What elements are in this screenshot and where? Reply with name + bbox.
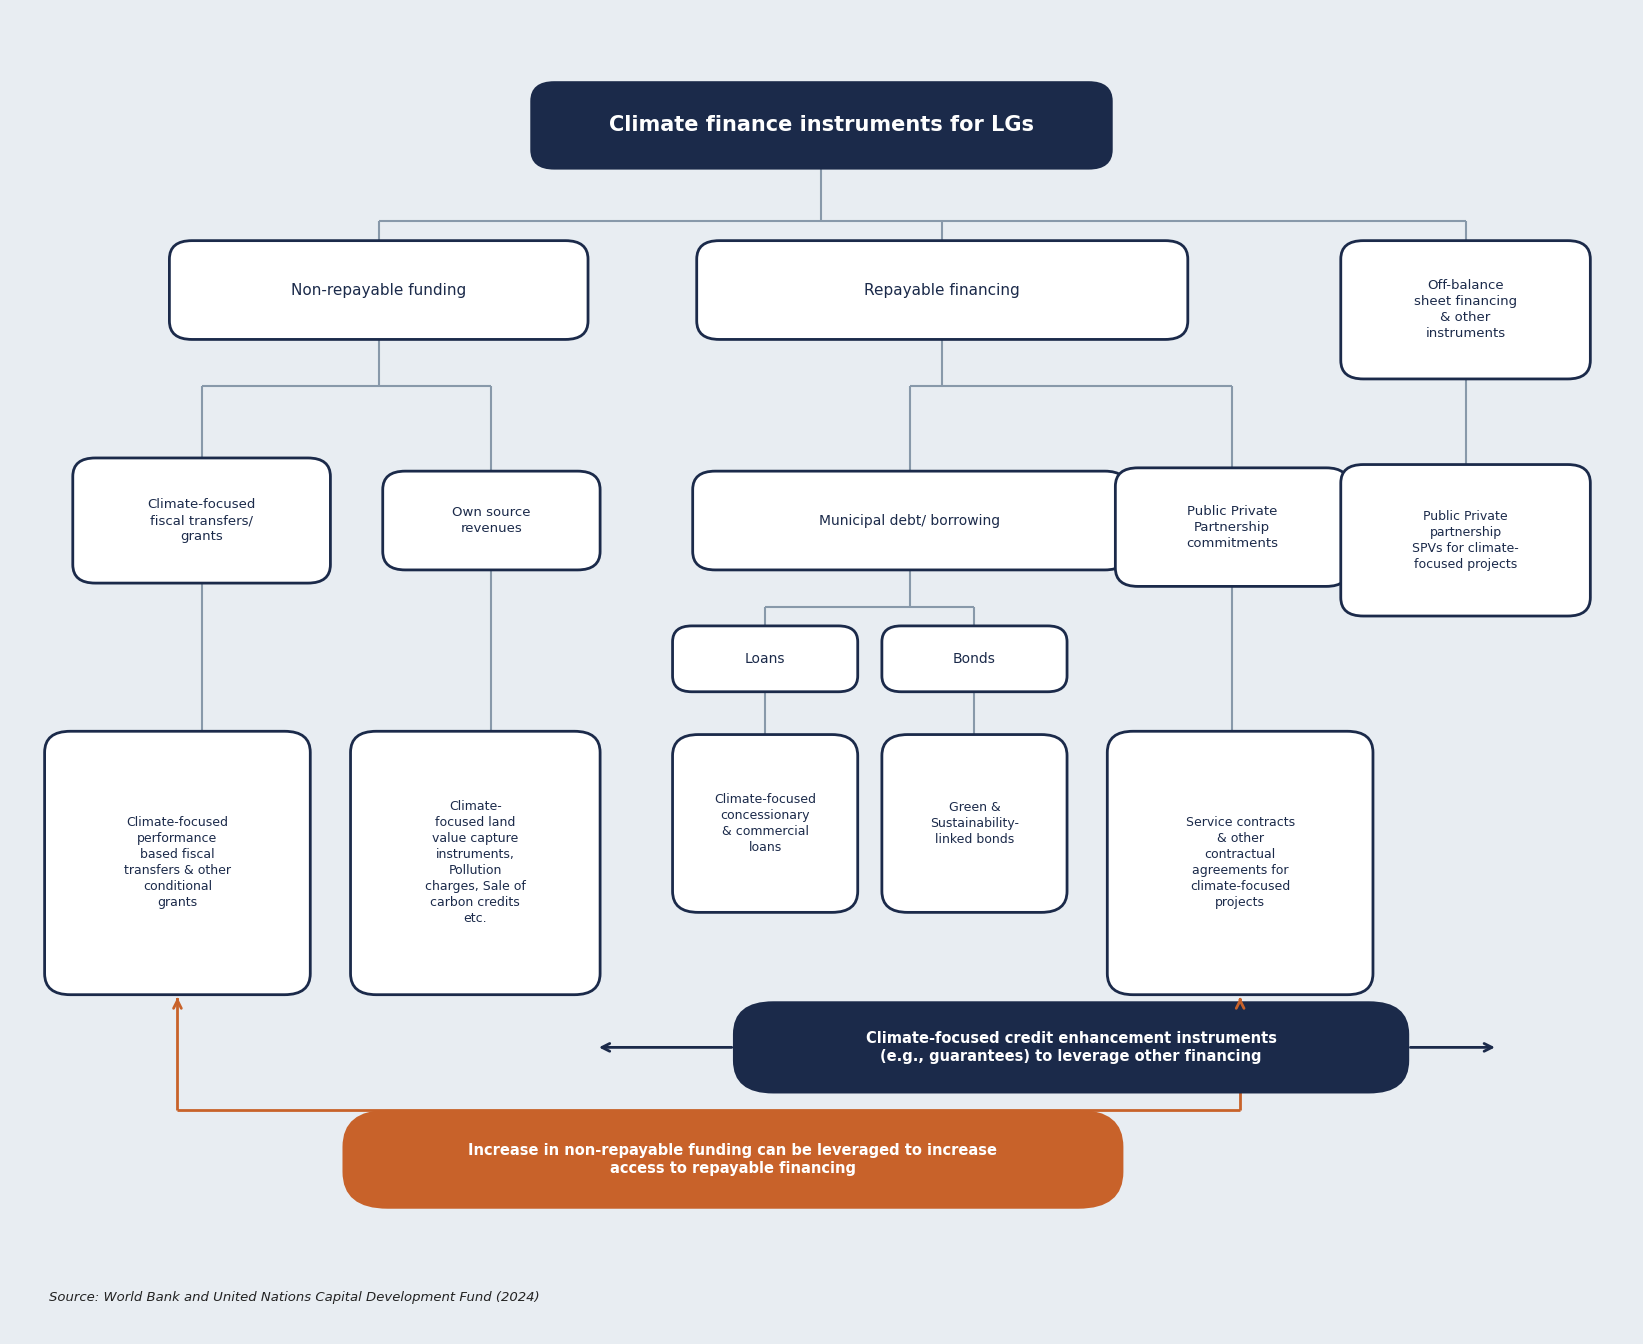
FancyBboxPatch shape bbox=[882, 735, 1066, 913]
Text: Climate-
focused land
value capture
instruments,
Pollution
charges, Sale of
carb: Climate- focused land value capture inst… bbox=[426, 801, 526, 926]
FancyBboxPatch shape bbox=[350, 731, 600, 995]
Text: Own source
revenues: Own source revenues bbox=[452, 507, 531, 535]
FancyBboxPatch shape bbox=[169, 241, 588, 340]
Text: Climate-focused
performance
based fiscal
transfers & other
conditional
grants: Climate-focused performance based fiscal… bbox=[123, 817, 232, 910]
Text: Service contracts
& other
contractual
agreements for
climate-focused
projects: Service contracts & other contractual ag… bbox=[1186, 817, 1295, 910]
FancyBboxPatch shape bbox=[693, 472, 1127, 570]
Text: Municipal debt/ borrowing: Municipal debt/ borrowing bbox=[820, 513, 1001, 528]
Text: Climate-focused
fiscal transfers/
grants: Climate-focused fiscal transfers/ grants bbox=[148, 499, 256, 543]
Text: Public Private
partnership
SPVs for climate-
focused projects: Public Private partnership SPVs for clim… bbox=[1413, 509, 1518, 571]
FancyBboxPatch shape bbox=[672, 735, 858, 913]
Text: Public Private
Partnership
commitments: Public Private Partnership commitments bbox=[1186, 504, 1278, 550]
FancyBboxPatch shape bbox=[383, 472, 600, 570]
Text: Climate finance instruments for LGs: Climate finance instruments for LGs bbox=[610, 116, 1033, 136]
FancyBboxPatch shape bbox=[1107, 731, 1374, 995]
Text: Repayable financing: Repayable financing bbox=[864, 282, 1020, 297]
Text: Non-repayable funding: Non-repayable funding bbox=[291, 282, 467, 297]
Text: Source: World Bank and United Nations Capital Development Fund (2024): Source: World Bank and United Nations Ca… bbox=[49, 1292, 539, 1304]
FancyBboxPatch shape bbox=[532, 82, 1111, 168]
FancyBboxPatch shape bbox=[733, 1001, 1410, 1094]
Text: Climate-focused
concessionary
& commercial
loans: Climate-focused concessionary & commerci… bbox=[715, 793, 817, 853]
Text: Bonds: Bonds bbox=[953, 652, 996, 665]
FancyBboxPatch shape bbox=[672, 626, 858, 692]
Text: Loans: Loans bbox=[744, 652, 785, 665]
FancyBboxPatch shape bbox=[882, 626, 1066, 692]
FancyBboxPatch shape bbox=[1116, 468, 1349, 586]
Text: Climate-focused credit enhancement instruments
(e.g., guarantees) to leverage ot: Climate-focused credit enhancement instr… bbox=[866, 1031, 1277, 1064]
FancyBboxPatch shape bbox=[342, 1110, 1124, 1208]
Text: Off-balance
sheet financing
& other
instruments: Off-balance sheet financing & other inst… bbox=[1415, 280, 1516, 340]
FancyBboxPatch shape bbox=[44, 731, 311, 995]
FancyBboxPatch shape bbox=[1341, 465, 1590, 616]
Text: Increase in non-repayable funding can be leveraged to increase
access to repayab: Increase in non-repayable funding can be… bbox=[468, 1142, 997, 1176]
FancyBboxPatch shape bbox=[1341, 241, 1590, 379]
FancyBboxPatch shape bbox=[72, 458, 330, 583]
Text: Green &
Sustainability-
linked bonds: Green & Sustainability- linked bonds bbox=[930, 801, 1019, 845]
FancyBboxPatch shape bbox=[697, 241, 1188, 340]
